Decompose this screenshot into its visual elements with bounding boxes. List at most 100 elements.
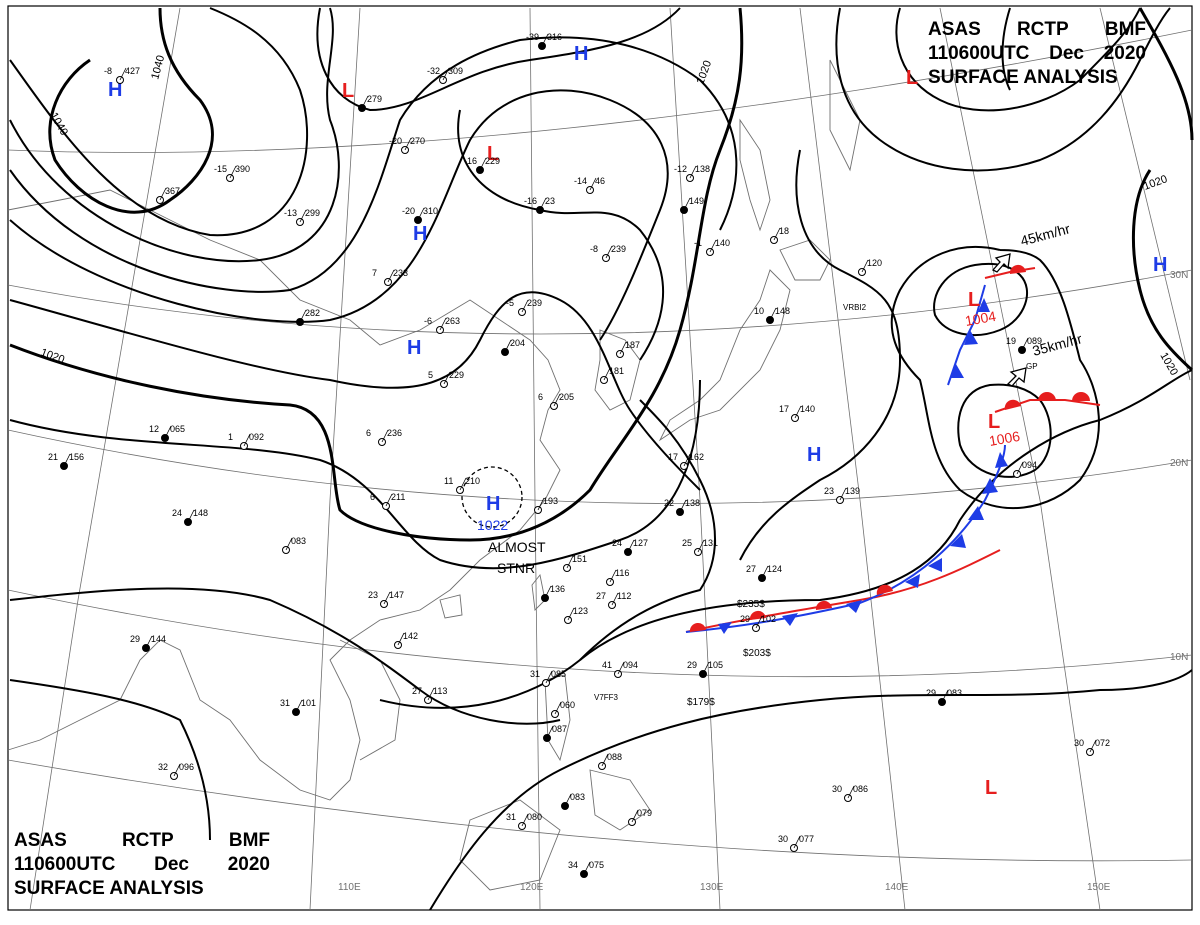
station-plot: 6 236 [366, 428, 402, 446]
station-plot: 22 138 [664, 498, 700, 516]
cold-front-tooth [782, 613, 798, 626]
station-pressure: 087 [552, 724, 567, 734]
wind-barb-icon [544, 585, 552, 599]
wind-barb-icon [299, 209, 307, 223]
isobar-low-outer [890, 246, 1100, 510]
station-pressure: 187 [625, 340, 640, 350]
wind-barb-icon [609, 569, 617, 583]
latitude-label: 10N [1170, 652, 1188, 663]
low-pressure-symbol: L [988, 411, 1000, 433]
ship-report: $179$ [687, 697, 715, 708]
station-pressure: 105 [708, 660, 723, 670]
warm-front-bump [749, 610, 766, 620]
header-title-row: SURFACE ANALYSIS [14, 877, 270, 901]
station-pressure: 148 [193, 508, 208, 518]
wind-barb-icon [941, 689, 949, 703]
station-temperature: -13 [284, 208, 297, 218]
station-plot: 30 077 [778, 834, 814, 852]
wind-barb-icon [381, 429, 389, 443]
station-plot: 193 [534, 496, 558, 514]
cold-front-tooth [718, 622, 732, 634]
isobar-1016-c [9, 679, 211, 841]
analysis-time: 110600UTC [14, 854, 116, 875]
station-temperature: 30 [778, 834, 788, 844]
header-time-row: 110600UTC Dec 2020 [14, 853, 270, 877]
station-plot: -39 316 [526, 32, 562, 50]
low-pressure-symbol: L [487, 143, 499, 165]
wind-barb-icon [617, 661, 625, 675]
header-agency-row: ASAS RCTP BMF [14, 829, 270, 853]
station-pressure: 270 [410, 136, 425, 146]
station-pressure: 229 [485, 156, 500, 166]
isobar-low-1006 [957, 383, 1052, 478]
station-pressure: 139 [845, 486, 860, 496]
analysis-month: Dec [1049, 43, 1084, 64]
station-pressure: 123 [573, 606, 588, 616]
wind-barb-icon [387, 269, 395, 283]
meridian-150e [939, 7, 1101, 911]
ship-report: $203$ [743, 648, 771, 659]
parallel-30n [7, 269, 1193, 335]
station-plot: 29 105 [687, 660, 723, 678]
longitude-label: 120E [520, 882, 544, 893]
station-pressure: 156 [69, 452, 84, 462]
station-temperature: 29 [687, 660, 697, 670]
high-pressure-symbol: H [807, 444, 821, 466]
station-pressure: 127 [633, 538, 648, 548]
wind-barb-icon [164, 425, 172, 439]
station-temperature: 12 [149, 424, 159, 434]
station-plot: 149 [680, 196, 704, 214]
station-pressure: 131 [703, 538, 718, 548]
high-pressure-symbol: H [413, 223, 427, 245]
station-plot: 5 229 [428, 370, 464, 388]
station-id: V7FF3 [594, 693, 619, 702]
coast-korea [594, 329, 641, 411]
station-plot: 120 [858, 258, 882, 276]
longitude-label: 130E [700, 882, 724, 893]
isobar-1012-c [579, 399, 716, 661]
isobar-1020-north [1001, 7, 1011, 91]
isobar-1036 [9, 7, 340, 263]
meridian-100e [29, 7, 181, 911]
station-plot: 24 148 [172, 508, 208, 526]
wind-barb-icon [521, 813, 529, 827]
station-plot: 279 [358, 94, 382, 112]
coast-luzon [544, 674, 571, 762]
motion-arrow-icon [1006, 367, 1027, 387]
station-plot: -16 23 [524, 196, 555, 214]
station-pressure: 112 [617, 591, 631, 601]
wind-barb-icon [63, 453, 71, 467]
station-temperature: 24 [172, 508, 182, 518]
station-pressure: 138 [695, 164, 710, 174]
station-temperature: -32 [427, 66, 440, 76]
station-pressure: 102 [761, 614, 776, 624]
ship-report: $235$ [737, 599, 765, 610]
analysis-time: 110600UTC [928, 43, 1030, 64]
station-temperature: -16 [464, 156, 477, 166]
cold-front-tooth [968, 506, 984, 520]
station-pressure: 140 [800, 404, 815, 414]
station-pressure: 092 [249, 432, 264, 442]
wind-barb-icon [619, 341, 627, 355]
station-pressure: 309 [448, 66, 463, 76]
agency-code: RCTP [1016, 19, 1069, 40]
station-plot: 7 233 [372, 268, 408, 286]
station-temperature: 1 [228, 432, 233, 442]
cold-front-symbols [718, 298, 1008, 634]
parallel-10n [7, 589, 1193, 678]
station-plot: 29 144 [130, 634, 166, 652]
header-agency-row: ASAS RCTP BMF [928, 18, 1146, 42]
isobar-1020-thick [9, 7, 744, 542]
station-plot: -5 239 [506, 298, 542, 316]
coast-kamchatka [829, 59, 861, 172]
station-plot: 151 [563, 554, 587, 572]
motion-arrows [991, 253, 1027, 387]
station-temperature: 34 [568, 860, 578, 870]
coast-hainan [439, 594, 463, 619]
station-pressure: 083 [570, 792, 585, 802]
low-center-value: 1004 [964, 308, 998, 329]
wind-barb-icon [794, 405, 802, 419]
cold-front-tooth [995, 452, 1008, 468]
cold-front-tooth [950, 364, 964, 378]
